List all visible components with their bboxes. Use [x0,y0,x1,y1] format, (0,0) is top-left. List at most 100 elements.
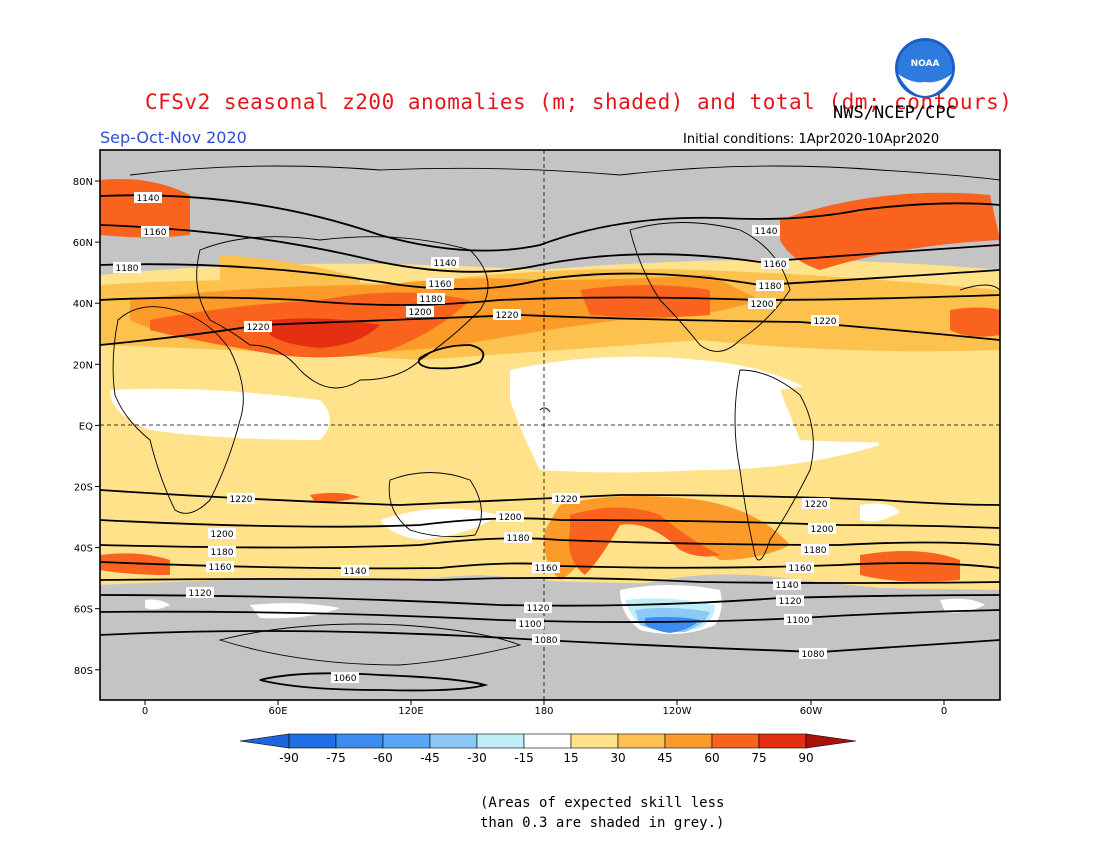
contour-label: 1100 [519,620,542,630]
lat-label: 40N [73,299,93,310]
noaa-logo-icon: NOAA [895,38,955,98]
lat-label: 20S [74,483,93,494]
lon-label: 180 [534,706,553,717]
contour-label: 1200 [811,525,834,535]
contour-label-bg [532,634,560,645]
colorbar-swatch [288,733,337,749]
colorbar-label: 15 [563,751,578,765]
colorbar: -90 -75 -60 -45 -30 -15 15 30 45 60 75 90 [239,733,857,765]
skill-note-line-2: than 0.3 are shaded in grey.) [480,815,725,831]
colorbar-swatch [617,733,666,749]
contour-label-bg [756,280,784,291]
contour-label: 1160 [429,280,452,290]
colorbar-label: -15 [514,751,534,765]
contour-label-bg [186,587,214,598]
contour-label: 1160 [209,563,232,573]
contour-label-bg [524,602,552,613]
contour-label-bg [134,192,162,203]
contour-label-bg [141,226,169,237]
contour-label-bg [784,614,812,625]
colorbar-label: -30 [467,751,487,765]
contour-label-bg [776,595,804,606]
contour-label: 1080 [535,636,558,646]
contour-label-bg [752,225,780,236]
contour-label-bg [532,562,560,573]
contour-label: 1160 [789,564,812,574]
colorbar-swatch [429,733,478,749]
contour-label-bg [801,544,829,555]
colorbar-low-arrow [239,733,290,749]
contour-label-bg [206,561,234,572]
season-label: Sep-Oct-Nov 2020 [100,128,247,147]
colorbar-label: -60 [373,751,393,765]
contour-label: 1060 [334,674,357,684]
contour-label-bg [417,293,445,304]
contour-label-bg [516,618,544,629]
colorbar-label: 75 [751,751,766,765]
lat-label: 80N [73,177,93,188]
contour-label: 1200 [499,513,522,523]
contour-label: 1200 [211,530,234,540]
contour-label-bg [504,532,532,543]
lat-label: 60N [73,238,93,249]
lon-label: 0 [941,706,947,717]
contour-label-bg [808,523,836,534]
contour-label: 1220 [814,317,837,327]
longitude-labels: 0 60E 120E 180 120W 60W 0 [142,700,947,717]
lat-label: 80S [74,666,93,677]
contour-label-bg [431,257,459,268]
contour-label: 1140 [755,227,778,237]
contour-label-bg [799,648,827,659]
contour-label: 1180 [759,282,782,292]
contour-label-bg [244,321,272,332]
contour-label: 1180 [211,548,234,558]
contour-label: 1160 [764,260,787,270]
contour-label-bg [208,528,236,539]
contour-label-bg [761,258,789,269]
contour-label: 1120 [189,589,212,599]
contour-label-bg [552,493,580,504]
contour-labels: 1140 1160 1180 1220 1140 1160 1180 1200 1220 1140… [113,192,839,684]
colorbar-swatch [523,733,572,749]
contour-label-bg [773,579,801,590]
colorbar-high-arrow [805,733,857,749]
coastlines [112,165,1000,666]
contour-label: 1180 [116,264,139,274]
lat-label: 20N [73,360,93,371]
contour-label: 1220 [555,495,578,505]
contour-label: 1160 [535,564,558,574]
contour-label-bg [496,511,524,522]
contour-label: 1140 [776,581,799,591]
contour-label-bg [406,306,434,317]
colorbar-label: -45 [420,751,440,765]
contour-label-bg [493,309,521,320]
lat-label: EQ [79,421,93,432]
contour-label: 1200 [751,300,774,310]
contour-label: 1120 [779,597,802,607]
colorbar-label: 60 [704,751,719,765]
colorbar-label: 45 [657,751,672,765]
colorbar-swatch [335,733,384,749]
contour-label: 1140 [344,567,367,577]
contour-label-bg [748,298,776,309]
contour-label-bg [227,493,255,504]
contour-label: 1140 [137,194,160,204]
contour-label-bg [802,498,830,509]
contour-label-bg [786,562,814,573]
colorbar-label: 30 [610,751,625,765]
contour-label-bg [331,672,359,683]
contour-label: 1140 [434,259,457,269]
skill-note: (Areas of expected skill less than 0.3 a… [480,793,724,833]
colorbar-swatch [570,733,619,749]
colorbar-swatch [476,733,525,749]
contour-label: 1220 [230,495,253,505]
colorbar-swatch [758,733,807,749]
lon-label: 120E [398,706,423,717]
colorbar-swatch [711,733,760,749]
contour-label-bg [113,262,141,273]
contour-label: 1120 [527,604,550,614]
lon-label: 0 [142,706,148,717]
colorbar-label: -75 [326,751,346,765]
contour-label: 1160 [144,228,167,238]
